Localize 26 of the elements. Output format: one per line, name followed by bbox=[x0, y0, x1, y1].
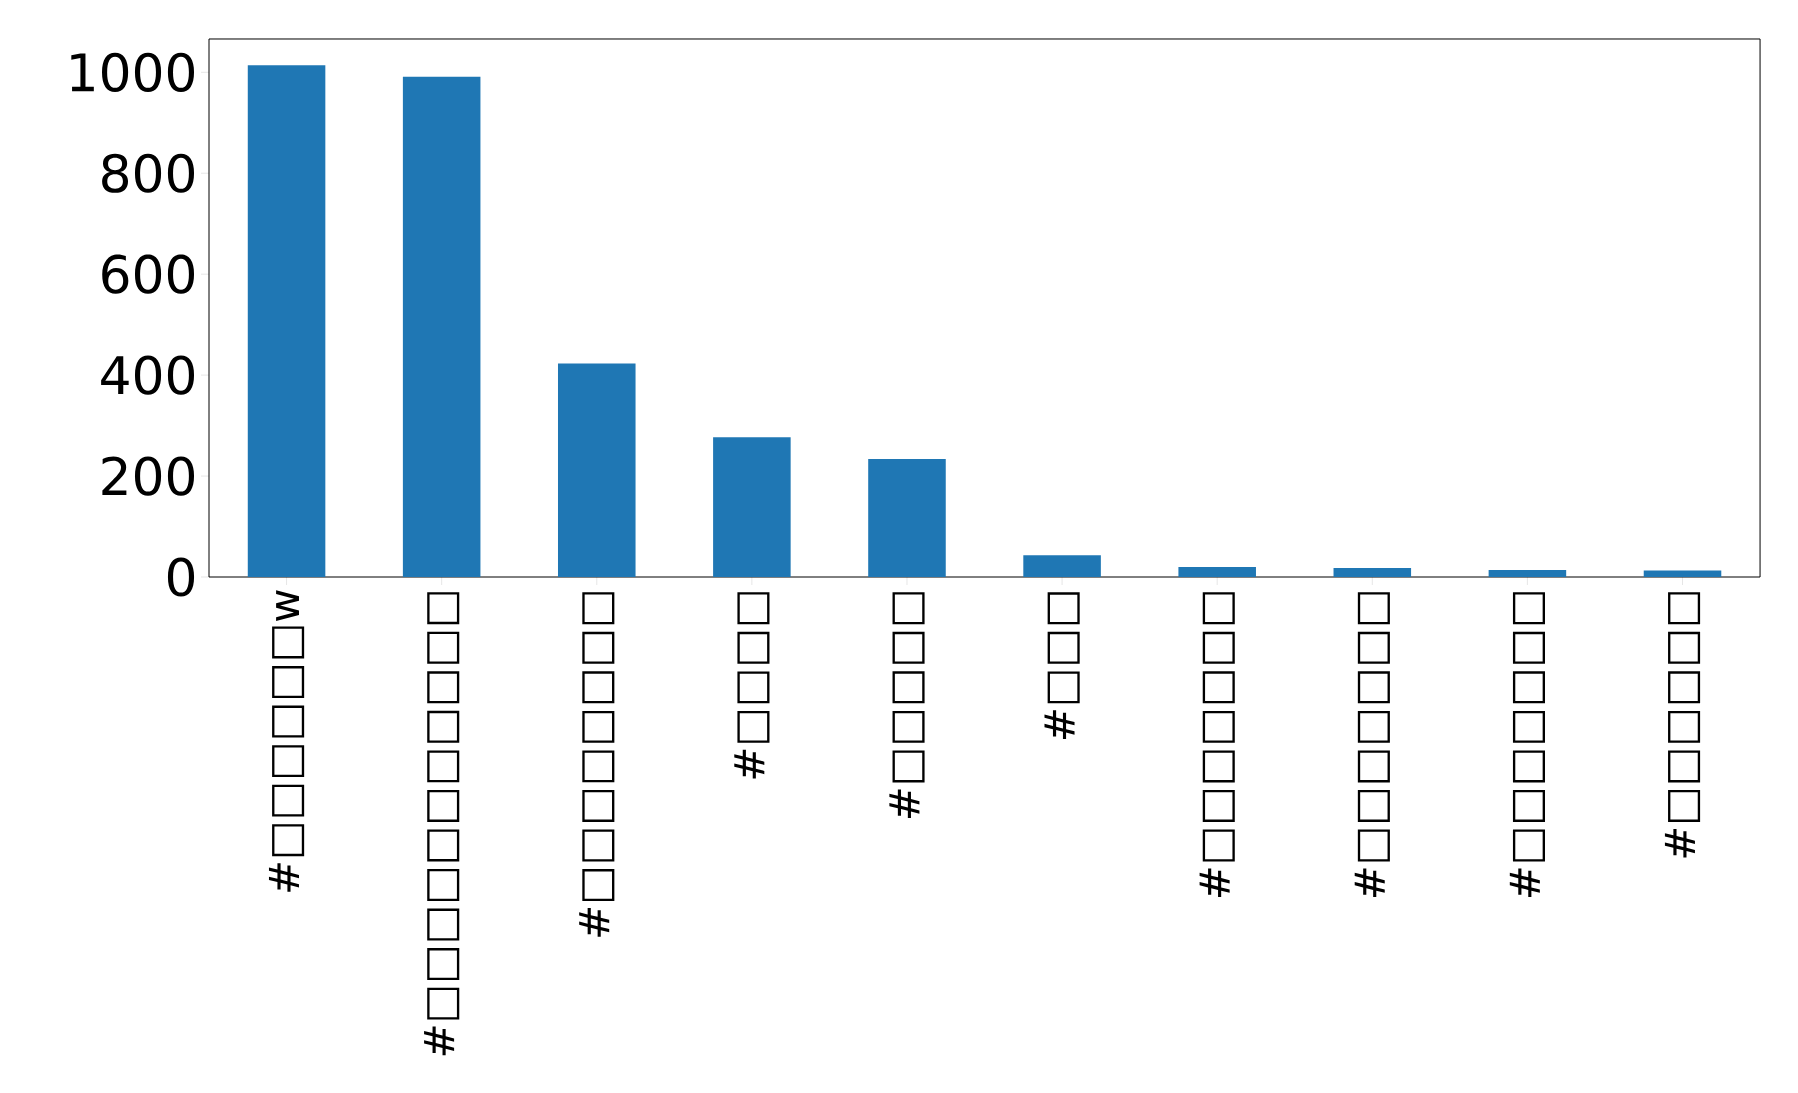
y-tick-label: 1000 bbox=[71, 52, 195, 92]
x-tick-label: #□□□□□□ bbox=[1664, 592, 1701, 858]
x-tick-label: #□□□□□□□ bbox=[1354, 592, 1390, 898]
x-tick-label: #□□□□□□□□□□□ bbox=[424, 592, 460, 1056]
bar bbox=[1333, 567, 1412, 577]
x-tick-label: #□□□□□□□ bbox=[1509, 592, 1545, 898]
y-tick-label: 600 bbox=[102, 254, 195, 294]
y-tick-label: 200 bbox=[102, 456, 195, 496]
bar bbox=[868, 458, 946, 577]
x-tick-label: #□□□□□ bbox=[889, 592, 925, 819]
bar bbox=[1178, 566, 1256, 577]
bar bbox=[247, 65, 326, 577]
y-tick-label: 400 bbox=[101, 355, 195, 395]
y-tick-label: 800 bbox=[102, 153, 195, 193]
bar bbox=[557, 363, 636, 577]
bar bbox=[713, 437, 791, 577]
bar bbox=[1023, 555, 1101, 577]
x-tick-label: #□□□□□□□ bbox=[1199, 592, 1235, 898]
y-tick-label: 0 bbox=[167, 557, 195, 597]
x-tick-label: #□□□□□□□□ bbox=[579, 592, 615, 937]
bar bbox=[1488, 569, 1567, 577]
bar bbox=[1643, 570, 1722, 577]
x-tick-label: #□□□ bbox=[1044, 592, 1080, 739]
x-tick-label: #□□□□□□w bbox=[268, 590, 305, 892]
bar bbox=[402, 76, 481, 577]
x-tick-label: #□□□□ bbox=[734, 592, 770, 779]
